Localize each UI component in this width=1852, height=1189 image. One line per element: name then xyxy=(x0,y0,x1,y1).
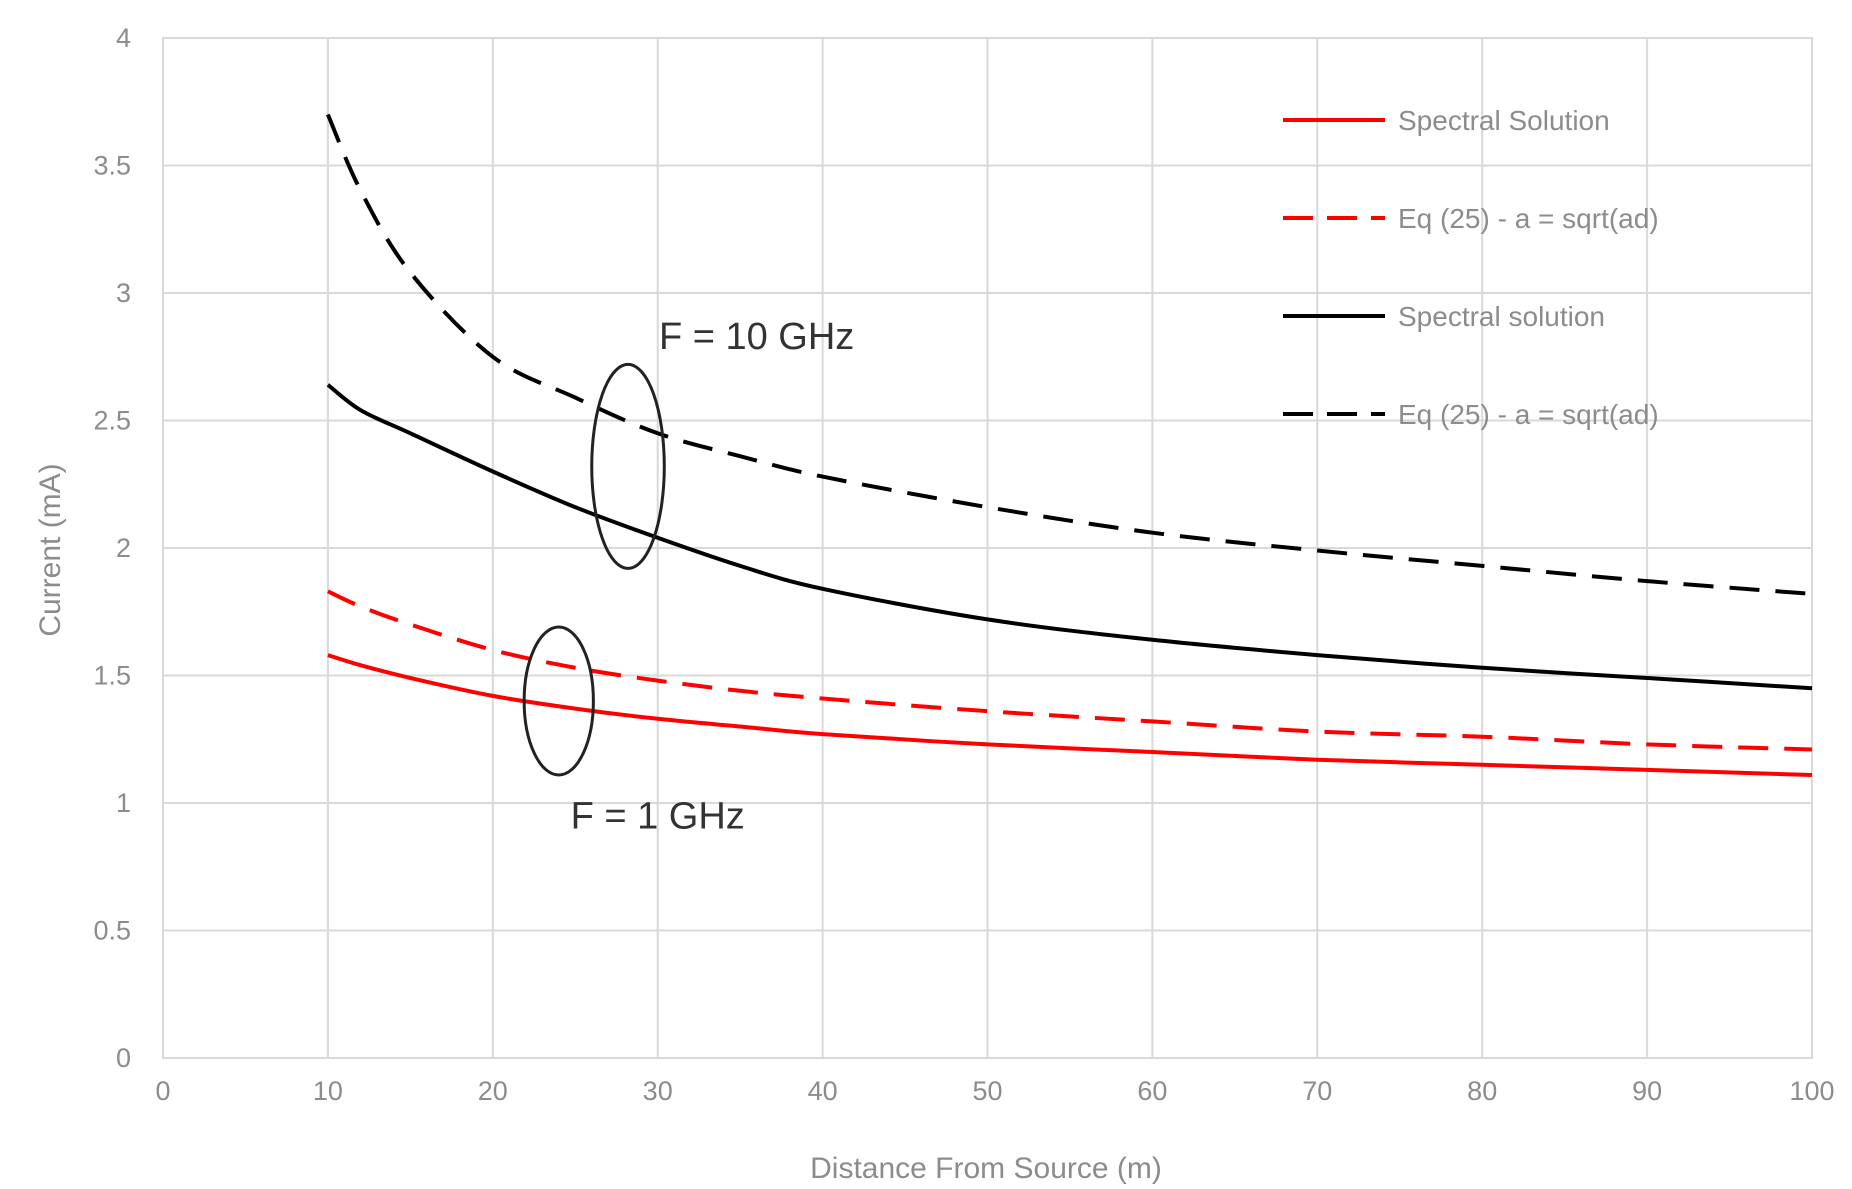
y-tick-label: 2.5 xyxy=(93,406,131,436)
y-tick-label: 3 xyxy=(116,278,131,308)
x-tick-label: 50 xyxy=(972,1076,1002,1106)
legend-label: Spectral solution xyxy=(1398,301,1605,332)
y-tick-label: 1 xyxy=(116,788,131,818)
y-axis-ticks: 0 0.5 1 1.5 2 2.5 3 3.5 4 xyxy=(93,23,131,1073)
y-axis-title: Current (mA) xyxy=(34,463,67,636)
x-tick-label: 0 xyxy=(155,1076,170,1106)
legend-label: Eq (25) - a = sqrt(ad) xyxy=(1398,399,1659,430)
x-tick-label: 70 xyxy=(1302,1076,1332,1106)
x-axis-title: Distance From Source (m) xyxy=(810,1152,1162,1185)
x-axis-ticks: 0 10 20 30 40 50 60 70 80 90 100 xyxy=(155,1076,1834,1106)
x-tick-label: 80 xyxy=(1467,1076,1497,1106)
annotation-label: F = 1 GHz xyxy=(571,796,745,838)
x-tick-label: 30 xyxy=(643,1076,673,1106)
y-tick-label: 2 xyxy=(116,533,131,563)
series-black-solid-line xyxy=(326,383,1813,691)
series-lines xyxy=(326,113,1813,777)
x-tick-label: 40 xyxy=(808,1076,838,1106)
x-tick-label: 100 xyxy=(1789,1076,1834,1106)
x-tick-label: 10 xyxy=(313,1076,343,1106)
y-tick-label: 0 xyxy=(116,1043,131,1073)
annotation-label: F = 10 GHz xyxy=(659,316,854,358)
y-tick-label: 0.5 xyxy=(93,916,131,946)
y-tick-label: 3.5 xyxy=(93,151,131,181)
series-red-dashed-line xyxy=(327,589,1813,752)
x-tick-label: 20 xyxy=(478,1076,508,1106)
x-tick-label: 90 xyxy=(1632,1076,1662,1106)
annotation-ellipse xyxy=(522,625,595,777)
series-black-dashed-line xyxy=(326,113,1813,596)
legend-label: Eq (25) - a = sqrt(ad) xyxy=(1398,203,1659,234)
y-tick-label: 4 xyxy=(116,23,131,53)
annotations: F = 10 GHz F = 1 GHz xyxy=(522,316,854,838)
plot-area-border xyxy=(162,37,1813,1059)
annotation-ellipse xyxy=(590,362,666,570)
grid xyxy=(162,37,1813,1059)
y-tick-label: 1.5 xyxy=(93,661,131,691)
legend-label: Spectral Solution xyxy=(1398,105,1610,136)
x-tick-label: 60 xyxy=(1137,1076,1167,1106)
legend: Spectral Solution Eq (25) - a = sqrt(ad) S… xyxy=(1283,105,1659,430)
series-red-solid-line xyxy=(327,653,1813,777)
